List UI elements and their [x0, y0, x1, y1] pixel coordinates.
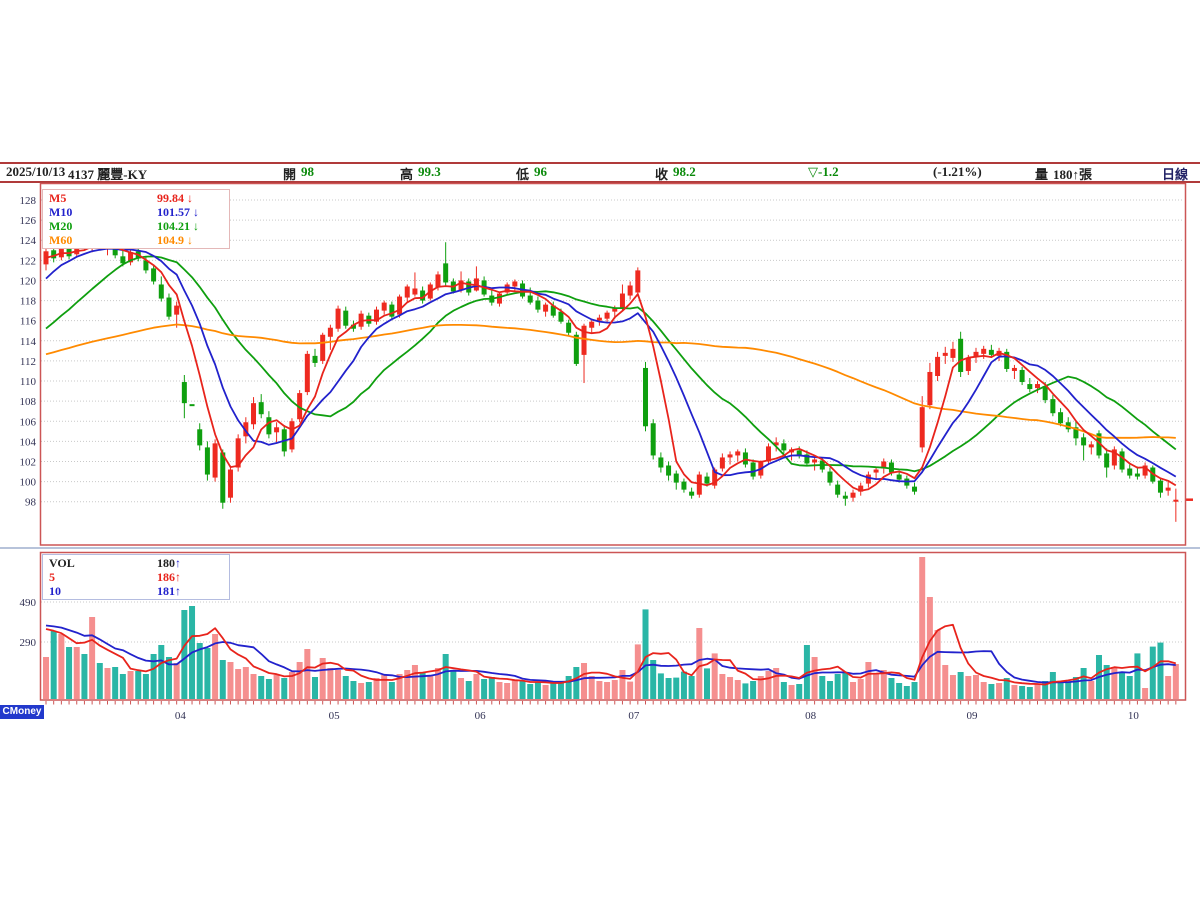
ma20-row: M20 104.21 ↓	[49, 219, 223, 233]
price-panel-border	[39, 182, 1187, 546]
month-label-04: 04	[175, 710, 187, 722]
ma60-value: 104.9 ↓	[157, 233, 193, 247]
ma60-label: M60	[49, 233, 73, 247]
vol-ma5-label: 5	[49, 570, 55, 584]
vol-up-arrow-icon: ↑	[175, 556, 181, 570]
high-label: 高	[400, 167, 414, 182]
volume-panel-border	[39, 551, 1187, 701]
vol-label: VOL	[49, 556, 75, 570]
ma60-row: M60 104.9 ↓	[49, 233, 223, 247]
high-value: 99.3	[418, 164, 441, 179]
month-label-09: 09	[967, 710, 979, 722]
stock-id-name: 4137 麗豐-KY	[68, 167, 148, 182]
quote-header: 2025/10/13 4137 麗豐-KY 開 98 高 99.3 低 96 收…	[0, 164, 1200, 182]
change-percent: (-1.21%)	[933, 164, 982, 179]
volume-label: 量	[1035, 167, 1049, 182]
vol-ma10-arrow-icon: ↑	[175, 584, 181, 598]
svg-text:114: 114	[20, 336, 37, 348]
ma10-label: M10	[49, 205, 73, 219]
svg-text:116: 116	[20, 316, 37, 328]
month-label-08: 08	[805, 710, 817, 722]
svg-text:112: 112	[20, 356, 36, 368]
close-label: 收	[655, 167, 669, 182]
volume-ma-lines	[45, 623, 1177, 686]
low-value: 96	[534, 164, 547, 179]
cmoney-logo: CMoney	[0, 705, 44, 719]
vol-ma10-value: 181	[157, 584, 175, 598]
month-label-05: 05	[329, 710, 341, 722]
date-tick-marks	[45, 701, 1177, 705]
vol-value: 180	[157, 556, 175, 570]
svg-text:124: 124	[20, 235, 37, 247]
svg-text:110: 110	[20, 376, 37, 388]
price-axis-labels: 128 126 124 122 120 118 116 114 112 110 108 106 104 1…	[20, 195, 37, 509]
low-label: 低	[516, 167, 530, 182]
volume-legend-box: VOL 180↑ 5 186↑ 10 181↑	[42, 554, 230, 600]
vol-ma10-label: 10	[49, 584, 61, 598]
svg-text:104: 104	[20, 436, 37, 448]
svg-text:100: 100	[20, 477, 37, 489]
ma5-value: 99.84 ↓	[157, 191, 193, 205]
month-label-07: 07	[628, 710, 640, 722]
candles-layer	[43, 235, 1179, 522]
vol-ma5-arrow-icon: ↑	[175, 570, 181, 584]
svg-text:290: 290	[20, 637, 37, 649]
header-top-rule	[0, 162, 1200, 164]
svg-text:128: 128	[20, 195, 37, 207]
open-label: 開	[283, 167, 297, 182]
month-label-06: 06	[475, 710, 487, 722]
svg-text:108: 108	[20, 396, 37, 408]
vol-ma5-value: 186	[157, 570, 175, 584]
quote-date: 2025/10/13	[6, 164, 66, 179]
svg-text:122: 122	[20, 255, 37, 267]
vol-ma10-row: 10 181↑	[49, 584, 223, 598]
close-value: 98.2	[673, 164, 696, 179]
open-value: 98	[301, 164, 314, 179]
vol-ma5-row: 5 186↑	[49, 570, 223, 584]
svg-text:106: 106	[20, 416, 37, 428]
ma5-label: M5	[49, 191, 67, 205]
ma20-label: M20	[49, 219, 73, 233]
month-label-10: 10	[1128, 710, 1140, 722]
volume-axis-labels: 490 290	[20, 597, 37, 649]
volume-value: 180↑張	[1053, 167, 1093, 182]
svg-text:126: 126	[20, 215, 37, 227]
ma10-row: M10 101.57 ↓	[49, 205, 223, 219]
price-ma-lines	[45, 243, 1177, 492]
svg-text:490: 490	[20, 597, 37, 609]
ma-legend-box: M5 99.84 ↓ M10 101.57 ↓ M20 104.21 ↓ M60…	[42, 189, 230, 249]
ma5-row: M5 99.84 ↓	[49, 191, 223, 205]
svg-text:102: 102	[20, 456, 37, 468]
period-selector-daily[interactable]: 日線	[1162, 167, 1189, 182]
ma20-value: 104.21 ↓	[157, 219, 199, 233]
change-value: ▽-1.2	[808, 164, 839, 179]
svg-text:98: 98	[25, 497, 37, 509]
ma10-value: 101.57 ↓	[157, 205, 199, 219]
svg-text:118: 118	[20, 296, 37, 308]
header-bottom-rule	[0, 181, 1200, 183]
vol-row: VOL 180↑	[49, 556, 223, 570]
svg-text:120: 120	[20, 275, 37, 287]
panel-divider	[0, 547, 1200, 549]
month-labels: 04 05 06 07 08 09 10	[175, 710, 1140, 722]
